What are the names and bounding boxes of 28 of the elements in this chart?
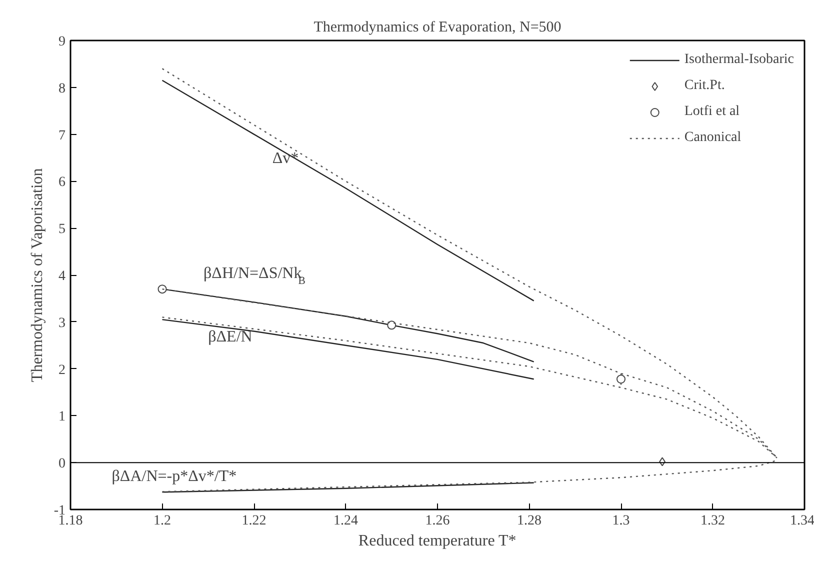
x-tick-label: 1.26 — [425, 514, 450, 528]
y-tick-label: 9 — [58, 34, 66, 50]
x-tick-label: 1.22 — [242, 514, 266, 528]
annotation: βΔE/N — [208, 328, 253, 346]
y-tick-label: 8 — [58, 81, 66, 96]
x-tick-label: 1.2 — [154, 514, 171, 528]
y-tick-label: 2 — [58, 362, 66, 378]
x-tick-label: 1.24 — [334, 514, 358, 528]
y-tick-label: 1 — [58, 410, 66, 425]
y-tick-label: 3 — [58, 316, 66, 331]
legend-label: Canonical — [684, 130, 742, 146]
annotation: Δv* — [272, 150, 299, 168]
y-tick-label: 5 — [58, 222, 66, 238]
y-tick-label: 4 — [58, 269, 66, 284]
y-tick-label: 7 — [58, 128, 66, 144]
x-tick-label: 1.32 — [700, 514, 725, 528]
legend-label: Lotfi et al — [684, 104, 740, 120]
x-axis-title: Reduced temperature T* — [358, 532, 516, 550]
chart-title: Thermodynamics of Evaporation, N=500 — [314, 20, 562, 36]
annotation: βΔA/N=-p*Δv*/T* — [112, 468, 237, 486]
y-axis-title: Thermodynamics of Vaporisation — [28, 168, 46, 382]
y-tick-label: 0 — [58, 456, 66, 472]
y-tick-label: 6 — [58, 175, 66, 190]
legend-label: Crit.Pt. — [684, 78, 725, 94]
legend-label: Isothermal-Isobaric — [684, 52, 794, 68]
x-tick-label: 1.28 — [517, 514, 542, 528]
x-tick-label: 1.3 — [612, 514, 630, 528]
x-tick-label: 1.34 — [790, 514, 814, 528]
